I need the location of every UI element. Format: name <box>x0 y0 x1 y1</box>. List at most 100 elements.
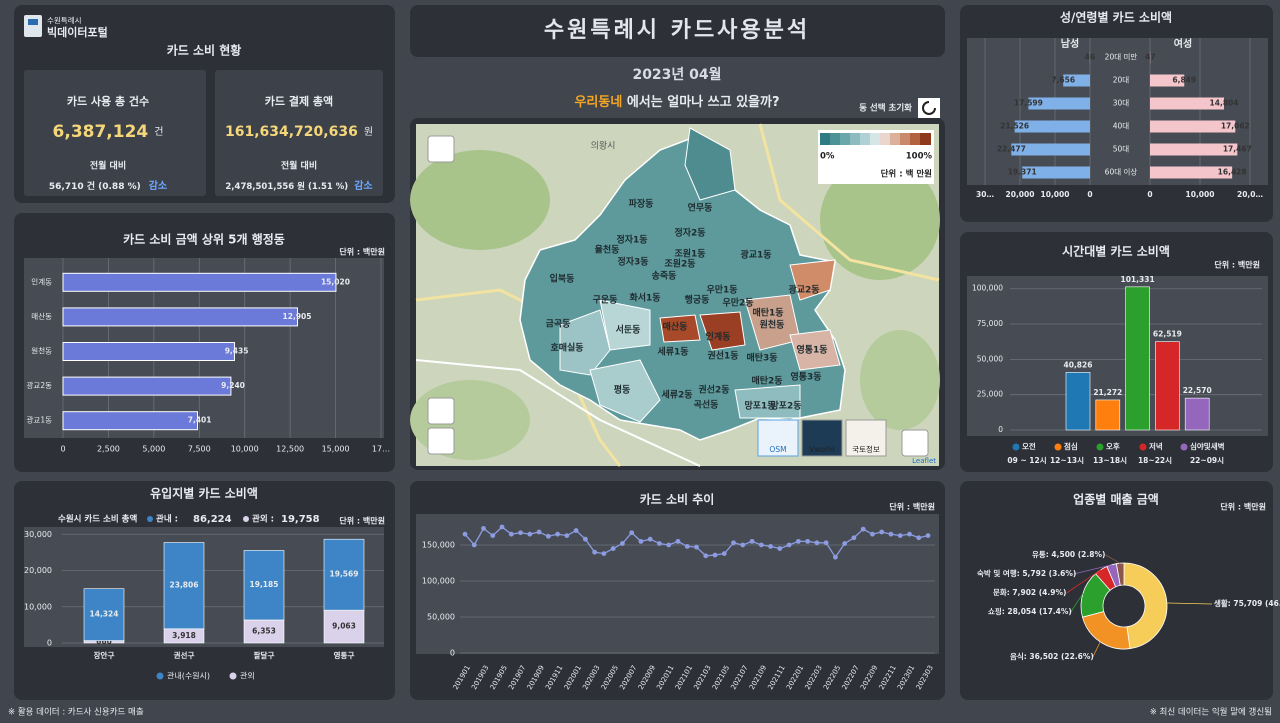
data-label: 음식: 36,502 (22.6%) <box>1010 651 1094 661</box>
place-label: 서둔동 <box>616 324 641 336</box>
trend-point <box>805 539 810 544</box>
summary-value: 19,758 <box>281 514 320 525</box>
unit-label: 단위 : 백만원 <box>1220 502 1266 512</box>
map-attribution: Leaflet <box>912 457 936 465</box>
trend-point <box>574 528 579 533</box>
y-tick-label: 30대 <box>1113 99 1130 108</box>
subtitle: 우리동네 에서는 얼마나 쓰고 있을까? <box>574 94 779 110</box>
place-label: 광교1동 <box>740 249 771 261</box>
place-label: 금곡동 <box>546 319 571 330</box>
data-label: 3,918 <box>172 631 196 640</box>
trend-point <box>824 540 829 545</box>
y-tick-label: 50,000 <box>977 354 1003 363</box>
kpi-trend: 감소 <box>354 180 372 192</box>
trend-point <box>537 530 542 535</box>
legend-sub-label: 12~13시 <box>1050 456 1084 465</box>
trend-point <box>546 534 551 539</box>
trend-point <box>583 537 588 542</box>
layer-label[interactable]: 국토정보 <box>852 444 880 454</box>
place-label: 매산동 <box>663 321 688 333</box>
trend-point <box>852 535 857 540</box>
panel-title: 성/연령별 카드 소비액 <box>1060 10 1172 25</box>
x-tick-label: 12,500 <box>276 445 304 454</box>
summary-value: 86,224 <box>193 514 232 525</box>
data-label: 유통: 4,500 (2.8%) <box>1032 550 1105 559</box>
map-draw-button[interactable] <box>428 428 454 454</box>
legend-cell <box>900 133 910 145</box>
map-tool-button[interactable] <box>428 136 454 162</box>
legend-min: 0% <box>820 152 835 162</box>
x-tick-label: 0 <box>1087 190 1092 199</box>
trend-point <box>657 541 662 546</box>
legend-marker <box>243 516 249 522</box>
data-label: 46 <box>1085 53 1095 62</box>
trend-point <box>842 541 847 546</box>
bar <box>1096 400 1120 430</box>
place-label: 조원1동 <box>674 248 705 260</box>
data-label: 6,849 <box>1172 76 1196 85</box>
data-label: 생활: 75,709 (46.8%) <box>1214 598 1280 608</box>
data-label: 15,020 <box>321 277 350 286</box>
place-label: 매탄3동 <box>746 352 777 364</box>
y-tick-label: 원천동 <box>31 346 52 356</box>
layer-label[interactable]: OSM <box>769 445 786 454</box>
place-label: 권선2동 <box>698 384 729 396</box>
legend-sub-label: 13~18시 <box>1093 456 1127 465</box>
legend-sub-label: 09 ~ 12시 <box>1007 456 1046 465</box>
kpi-number: 6,387,124 <box>53 122 149 142</box>
trend-point <box>916 535 921 540</box>
trend-point <box>898 533 903 538</box>
place-label: 평동 <box>614 384 631 396</box>
y-tick-label: 100,000 <box>422 576 455 585</box>
data-label: 40,826 <box>1064 360 1093 369</box>
reset-button[interactable]: 동 선택 초기화 <box>859 103 912 114</box>
x-tick-label: 5,000 <box>142 445 165 454</box>
y-tick-label: 100,000 <box>972 284 1003 293</box>
legend-cell <box>880 133 890 145</box>
y-tick-label: 0 <box>47 639 52 648</box>
data-label: 101,331 <box>1121 275 1155 284</box>
map-layer-button[interactable] <box>428 398 454 424</box>
trend-point <box>555 532 560 537</box>
x-tick-label: 0 <box>60 445 65 454</box>
logo-top: 수원특례시 <box>47 15 82 25</box>
layer-label[interactable]: Vworld <box>809 445 835 454</box>
trend-point <box>527 532 532 537</box>
data-label: 숙박 및 여행: 5,792 (3.6%) <box>977 568 1076 578</box>
trend-point <box>768 544 773 549</box>
subtitle-rest: 에서는 얼마나 쓰고 있을까? <box>622 94 779 110</box>
legend-sub-label: 18~22시 <box>1138 456 1172 465</box>
legend-marker <box>1055 444 1062 451</box>
y-tick-label: 25,000 <box>977 390 1003 399</box>
map: 0% 100% 단위 : 백 만원 OSM Vworld 국토정보 Leafle… <box>410 124 940 466</box>
y-tick-label: 150,000 <box>422 540 455 549</box>
kpi-trend: 감소 <box>149 180 167 192</box>
data-label: 14,324 <box>90 610 119 619</box>
bar <box>63 308 298 326</box>
bar <box>1185 398 1209 430</box>
logo-bottom: 빅데이터포털 <box>47 25 108 39</box>
data-label: 9,063 <box>332 622 356 631</box>
bar <box>1126 287 1150 430</box>
map-extent-button[interactable] <box>902 430 928 456</box>
place-label: 파장동 <box>629 198 654 210</box>
panel-title: 업종별 매출 금액 <box>1073 492 1159 507</box>
place-label: 연무동 <box>688 203 713 214</box>
place-label: 입북동 <box>550 273 575 285</box>
kpi-compare: 56,710 건 (0.88 %)감소 <box>49 180 167 193</box>
legend-sub-label: 22~09시 <box>1190 456 1224 465</box>
place-label: 망포2동 <box>770 400 801 412</box>
bar <box>63 412 197 430</box>
bar <box>63 377 231 395</box>
place-label: 조원2동 <box>664 258 695 270</box>
place-label: 권선1동 <box>707 350 738 362</box>
legend-cell <box>890 133 900 145</box>
y-tick-label: 광교1동 <box>27 415 53 425</box>
trend-point <box>814 540 819 545</box>
place-label: 세류1동 <box>657 346 688 358</box>
summary-label: 관내 : <box>156 514 178 525</box>
data-label: 16,428 <box>1218 168 1247 177</box>
logo-icon <box>24 15 42 37</box>
